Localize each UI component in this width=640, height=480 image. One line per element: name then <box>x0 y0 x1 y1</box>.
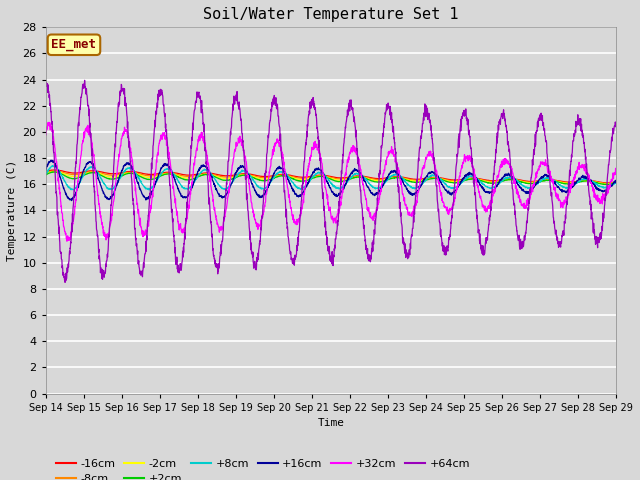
+64cm <box>612 122 620 128</box>
+8cm <box>612 179 620 185</box>
Line: +32cm: +32cm <box>46 122 616 241</box>
+2cm <box>578 179 586 184</box>
-16cm <box>42 168 50 174</box>
+2cm <box>497 179 505 184</box>
+32cm <box>497 165 505 170</box>
-8cm <box>612 179 620 185</box>
Line: -8cm: -8cm <box>46 171 616 183</box>
+32cm <box>44 120 52 125</box>
+2cm <box>201 172 209 178</box>
+2cm <box>348 176 356 181</box>
-8cm <box>51 168 58 174</box>
Line: +2cm: +2cm <box>46 172 616 184</box>
+32cm <box>42 129 50 135</box>
-2cm <box>42 171 50 177</box>
+8cm <box>348 174 356 180</box>
+2cm <box>50 169 58 175</box>
-16cm <box>348 174 356 180</box>
+64cm <box>348 105 356 110</box>
-2cm <box>562 180 570 186</box>
X-axis label: Time: Time <box>317 418 344 428</box>
-2cm <box>612 180 620 185</box>
+64cm <box>578 127 586 133</box>
+32cm <box>202 140 209 146</box>
Line: +16cm: +16cm <box>46 160 616 201</box>
-8cm <box>578 178 586 184</box>
-2cm <box>578 179 586 184</box>
-8cm <box>562 180 570 185</box>
+2cm <box>360 175 368 181</box>
Line: -16cm: -16cm <box>46 170 616 183</box>
Line: -2cm: -2cm <box>46 171 616 184</box>
+8cm <box>42 171 50 177</box>
-16cm <box>562 179 570 185</box>
Y-axis label: Temperature (C): Temperature (C) <box>7 160 17 261</box>
-16cm <box>49 167 57 173</box>
+32cm <box>563 194 570 200</box>
+16cm <box>612 179 620 185</box>
Line: +8cm: +8cm <box>46 166 616 190</box>
-2cm <box>201 171 209 177</box>
+2cm <box>612 180 620 185</box>
+16cm <box>202 163 209 169</box>
+64cm <box>42 79 50 85</box>
+16cm <box>578 174 586 180</box>
+8cm <box>202 167 209 173</box>
+2cm <box>42 172 50 178</box>
+8cm <box>49 163 56 168</box>
-16cm <box>578 178 586 183</box>
Text: EE_met: EE_met <box>51 38 97 51</box>
+64cm <box>563 204 570 210</box>
+32cm <box>578 164 586 170</box>
-8cm <box>497 178 505 183</box>
-8cm <box>348 174 356 180</box>
Line: +64cm: +64cm <box>46 80 616 282</box>
+32cm <box>348 149 356 155</box>
+8cm <box>360 175 368 180</box>
+8cm <box>145 187 153 193</box>
+32cm <box>63 239 71 244</box>
-8cm <box>602 180 609 186</box>
+8cm <box>563 184 570 190</box>
+16cm <box>497 176 505 182</box>
+16cm <box>48 157 56 163</box>
-2cm <box>348 175 356 181</box>
-2cm <box>604 181 611 187</box>
+64cm <box>81 77 88 83</box>
-2cm <box>50 168 58 174</box>
+16cm <box>348 171 356 177</box>
-16cm <box>612 179 620 185</box>
+64cm <box>360 232 368 238</box>
+64cm <box>497 113 505 119</box>
+8cm <box>578 177 586 183</box>
+64cm <box>61 279 69 285</box>
-8cm <box>360 174 368 180</box>
-16cm <box>360 173 368 179</box>
+16cm <box>68 198 76 204</box>
-8cm <box>201 171 209 177</box>
-2cm <box>360 175 368 180</box>
+16cm <box>42 167 50 173</box>
Title: Soil/Water Temperature Set 1: Soil/Water Temperature Set 1 <box>203 7 459 22</box>
+64cm <box>202 148 209 154</box>
-16cm <box>201 170 209 176</box>
+16cm <box>360 179 368 184</box>
-16cm <box>604 180 611 186</box>
-2cm <box>497 178 505 184</box>
+2cm <box>603 181 611 187</box>
Legend: -16cm, -8cm, -2cm, +2cm, +8cm, +16cm, +32cm, +64cm: -16cm, -8cm, -2cm, +2cm, +8cm, +16cm, +3… <box>51 454 475 480</box>
+32cm <box>360 188 368 194</box>
+2cm <box>562 181 570 187</box>
-16cm <box>497 177 505 183</box>
-8cm <box>42 169 50 175</box>
+8cm <box>497 179 505 184</box>
+32cm <box>612 170 620 176</box>
+16cm <box>563 190 570 195</box>
